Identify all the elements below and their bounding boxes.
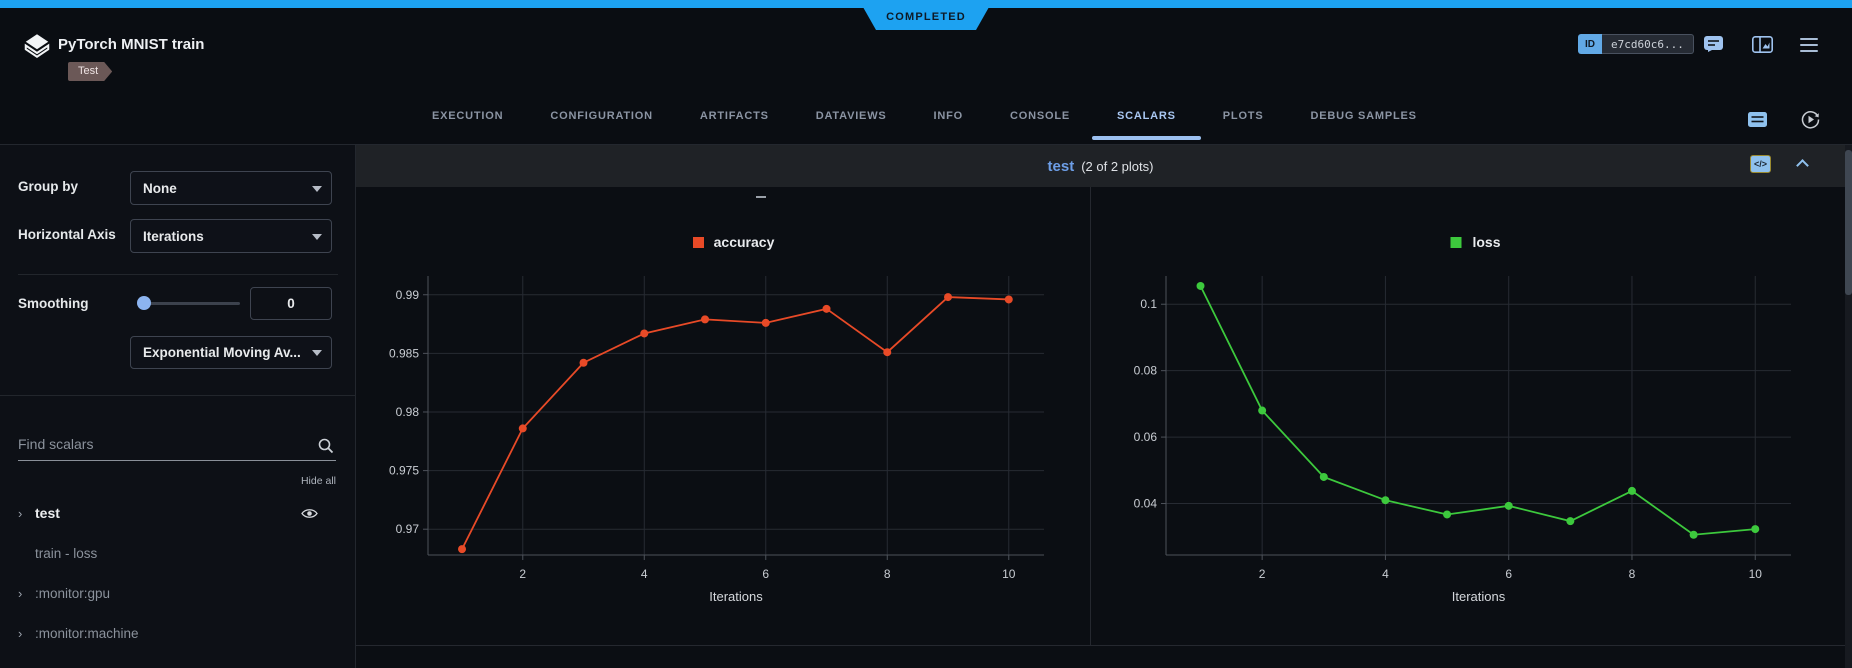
svg-text:0.1: 0.1 [1140,297,1157,311]
group-title[interactable]: test [1047,157,1075,175]
chevron-down-icon [312,186,322,197]
metric-label: test [35,505,60,521]
svg-text:10: 10 [1002,567,1016,581]
accuracy-plot-card: 2 4 6 8 10 0.97 0.975 0.98 0.985 0.99 accuracy Iter… [356,187,1090,645]
tab-configuration[interactable]: CONFIGURATION [550,110,653,122]
metric-list: › test train - loss › :monitor:gpu › :monitor:… [0,493,356,653]
divider [18,274,338,275]
expand-chevron-icon[interactable]: › [18,585,23,601]
metric-label: train - loss [35,545,98,561]
plot-divider [1090,187,1091,645]
svg-text:0.06: 0.06 [1134,430,1158,444]
metric-row-monitor-gpu[interactable]: › :monitor:gpu [0,573,356,613]
metric-row-test[interactable]: › test [0,493,356,533]
main-content [356,145,1845,668]
menu-icon[interactable] [1800,38,1818,56]
loss-chart[interactable]: 2 4 6 8 10 0.04 0.06 0.08 0.1 loss Iterations [1091,187,1845,645]
group-by-label: Group by [18,179,78,194]
svg-text:0.04: 0.04 [1134,497,1158,511]
svg-text:8: 8 [884,567,891,581]
horizontal-axis-value: Iterations [143,228,204,244]
svg-text:accuracy: accuracy [714,234,775,250]
group-by-dropdown[interactable]: None [130,171,332,205]
visibility-eye-icon[interactable] [301,507,318,525]
tab-info[interactable]: INFO [933,110,964,122]
divider [0,395,356,396]
experiment-title: PyTorch MNIST train [58,36,205,53]
scalar-search [18,430,336,461]
expand-chevron-icon[interactable]: › [18,505,23,521]
svg-text:0.985: 0.985 [389,346,419,360]
experiment-id-chip[interactable]: ID e7cd60c6... [1578,34,1694,54]
svg-text:Iterations: Iterations [1452,589,1506,604]
horizontal-axis-dropdown[interactable]: Iterations [130,219,332,253]
chevron-down-icon [312,234,322,245]
tab-scalars[interactable]: SCALARS [1092,110,1201,140]
search-input[interactable] [18,430,298,452]
svg-text:10: 10 [1749,567,1763,581]
svg-text:8: 8 [1629,567,1636,581]
smoothing-type-dropdown[interactable]: Exponential Moving Av... [130,336,332,369]
tab-plots[interactable]: PLOTS [1222,110,1264,122]
tab-execution[interactable]: EXECUTION [432,110,504,122]
tab-debug-samples[interactable]: DEBUG SAMPLES [1310,110,1417,122]
embed-code-icon[interactable]: </> [1750,155,1771,173]
svg-text:6: 6 [1505,567,1512,581]
svg-text:0.99: 0.99 [396,288,420,302]
svg-text:2: 2 [519,567,526,581]
svg-text:4: 4 [641,567,648,581]
header-divider [0,144,1852,145]
svg-text:0.975: 0.975 [389,464,419,478]
scalars-sidebar: Group by None Horizontal Axis Iterations… [0,145,356,668]
table-view-icon[interactable] [1748,112,1767,132]
expand-chevron-icon[interactable]: › [18,625,23,641]
accuracy-chart[interactable]: 2 4 6 8 10 0.97 0.975 0.98 0.985 0.99 accuracy Iter… [356,187,1090,645]
id-value[interactable]: e7cd60c6... [1602,34,1694,54]
smoothing-slider-knob[interactable] [137,296,151,310]
clearml-logo-icon [22,33,52,68]
smoothing-label: Smoothing [18,296,89,311]
split-view-icon[interactable] [1752,36,1773,58]
chevron-down-icon [312,350,322,361]
plot-handle-dash [756,196,766,198]
svg-text:0.08: 0.08 [1134,364,1158,378]
metric-row-monitor-machine[interactable]: › :monitor:machine [0,613,356,653]
auto-refresh-icon[interactable] [1801,110,1820,134]
tab-dataviews[interactable]: DATAVIEWS [815,110,887,122]
svg-text:0.97: 0.97 [396,522,420,536]
tab-bar: EXECUTION CONFIGURATION ARTIFACTS DATAVIEWS… [432,95,1417,144]
metric-group-bar: test (2 of 2 plots) </> [356,145,1845,187]
group-by-value: None [143,180,177,196]
search-icon [318,438,334,459]
tab-artifacts[interactable]: ARTIFACTS [699,110,769,122]
tab-console[interactable]: CONSOLE [1010,110,1071,122]
svg-text:0.98: 0.98 [396,405,420,419]
scrollbar[interactable] [1845,145,1852,668]
svg-text:4: 4 [1382,567,1389,581]
svg-text:2: 2 [1259,567,1266,581]
comment-icon[interactable] [1704,36,1723,57]
group-plot-count: (2 of 2 plots) [1081,158,1154,174]
collapse-group-icon[interactable] [1796,159,1809,172]
id-label: ID [1578,34,1602,54]
status-badge: COMPLETED [859,0,993,30]
smoothing-type-value: Exponential Moving Av... [143,345,301,360]
plots-area: 2 4 6 8 10 0.97 0.975 0.98 0.985 0.99 accuracy Iter… [356,187,1845,645]
section-divider [356,645,1845,646]
smoothing-slider-track[interactable] [140,302,240,305]
horizontal-axis-label: Horizontal Axis [18,227,116,242]
metric-row-train-loss[interactable]: train - loss [0,533,356,573]
project-tag[interactable]: Test [68,62,112,81]
metric-label: :monitor:gpu [35,585,111,601]
loss-plot-card: 2 4 6 8 10 0.04 0.06 0.08 0.1 loss Iterations [1091,187,1845,645]
smoothing-value-input[interactable] [250,287,332,320]
hide-all-button[interactable]: Hide all [300,475,336,487]
scrollbar-thumb[interactable] [1845,150,1852,295]
svg-text:Iterations: Iterations [709,589,763,604]
metric-label: :monitor:machine [35,625,139,641]
svg-text:6: 6 [762,567,769,581]
svg-text:loss: loss [1472,234,1500,250]
